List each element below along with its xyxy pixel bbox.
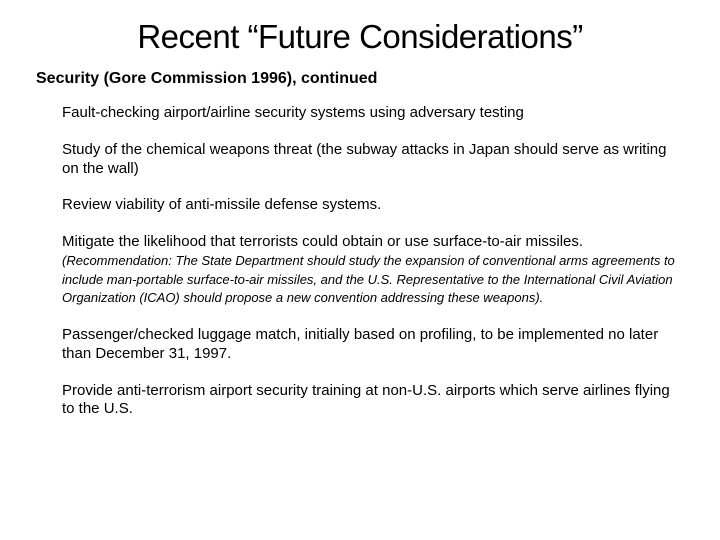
slide-subtitle: Security (Gore Commission 1996), continu… bbox=[36, 70, 684, 88]
paragraph-recommendation-note: (Recommendation: The State Department sh… bbox=[62, 253, 675, 306]
paragraph-chemical-weapons: Study of the chemical weapons threat (th… bbox=[62, 141, 684, 179]
slide-title: Recent “Future Considerations” bbox=[36, 18, 684, 56]
paragraph-luggage-match: Passenger/checked luggage match, initial… bbox=[62, 326, 684, 364]
paragraph-anti-missile: Review viability of anti-missile defense… bbox=[62, 196, 684, 215]
paragraph-fault-checking: Fault-checking airport/airline security … bbox=[62, 104, 684, 123]
paragraph-lead-text: Mitigate the likelihood that terrorists … bbox=[62, 233, 583, 250]
paragraph-surface-to-air: Mitigate the likelihood that terrorists … bbox=[62, 233, 684, 308]
paragraph-training: Provide anti-terrorism airport security … bbox=[62, 382, 684, 420]
